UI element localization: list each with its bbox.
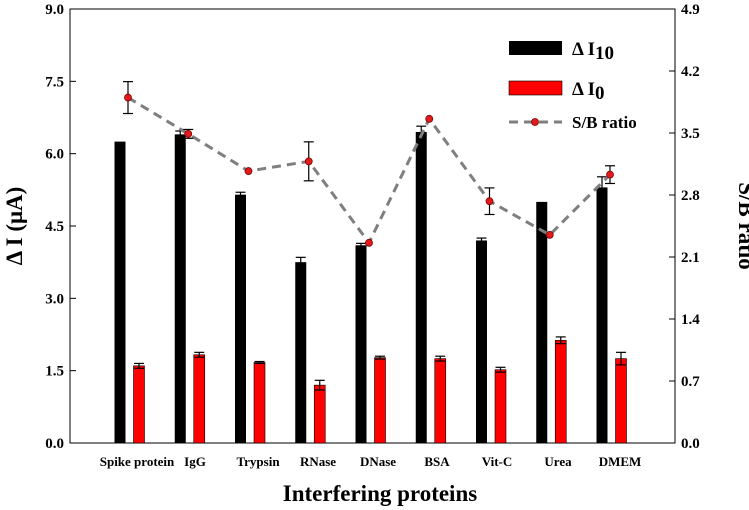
y-right-tick-label-3: 2.1 [681, 250, 700, 266]
x-category-label-1: IgG [184, 454, 206, 469]
y-right-tick-label-7: 4.9 [681, 2, 700, 18]
y-axis-title-right: S/B ratio [734, 182, 749, 270]
bar-delta-i0-5 [434, 358, 447, 444]
x-category-label-6: Vit-C [482, 454, 513, 469]
y-left-tick-label-1: 1.5 [45, 364, 64, 380]
bar-delta-i10-0 [114, 141, 126, 443]
bar-delta-i0-0 [133, 365, 145, 444]
bar-layer [114, 125, 627, 444]
bar-delta-i0-6 [494, 369, 507, 444]
legend-label-delta-i10-subscript: 10 [595, 43, 614, 64]
sb-ratio-point-1 [184, 129, 193, 138]
sb-ratio-point-0 [124, 93, 132, 102]
y-left-tick-label-0: 0.0 [45, 436, 64, 452]
sb-ratio-point-2 [244, 167, 253, 175]
x-category-label-2: Trypsin [236, 454, 280, 469]
plot-frame [69, 8, 676, 444]
bar-delta-i10-4 [355, 245, 367, 443]
y-left-tick-label-3: 4.5 [45, 219, 64, 235]
y-left-tick-label-6: 9.0 [45, 2, 64, 18]
legend-label-delta-i0: Δ I0 [572, 79, 605, 104]
bar-delta-i10-7 [536, 201, 548, 443]
sb-ratio-point-6 [485, 197, 494, 206]
x-axis-title: Interfering proteins [283, 481, 477, 506]
bar-delta-i0-7 [554, 339, 567, 444]
bar-delta-i0-4 [374, 357, 386, 444]
legend-label-delta-i10-main: Δ I [572, 39, 595, 60]
bar-delta-i10-6 [476, 240, 487, 443]
x-category-label-8: DMEM [599, 454, 642, 469]
sb-ratio-point-5 [425, 114, 434, 123]
bar-delta-i10-8 [596, 187, 608, 443]
x-category-label-7: Urea [544, 454, 572, 469]
legend-label-sb-ratio: S/B ratio [572, 113, 637, 132]
x-category-label-4: DNase [360, 454, 396, 469]
y-right-tick-label-0: 0.0 [681, 436, 700, 452]
x-category-label-5: BSA [424, 454, 450, 469]
y-left-tick-label-5: 7.5 [45, 74, 64, 90]
sb-ratio-point-3 [304, 157, 313, 166]
sb-ratio-point-4 [365, 238, 373, 247]
bar-delta-i0-2 [253, 362, 266, 444]
bar-delta-i0-3 [313, 384, 326, 444]
legend-swatch-delta-i0 [508, 80, 563, 96]
legend-label-delta-i10: Δ I10 [572, 39, 614, 64]
axes-layer: 0.0 1.5 3.0 4.5 6.0 7.5 9.0 0.0 0.7 1.4 2.1 2.8 3.5 4… [45, 2, 700, 469]
bar-delta-i0-1 [193, 354, 206, 444]
x-category-label-3: RNase [300, 454, 336, 469]
legend-label-delta-i0-subscript: 0 [595, 83, 605, 104]
sb-ratio-line-layer [123, 81, 615, 247]
y-left-tick-label-2: 3.0 [45, 291, 64, 307]
y-right-tick-label-4: 2.8 [681, 188, 700, 204]
y-right-tick-label-2: 1.4 [681, 312, 700, 328]
bar-delta-i10-5 [415, 131, 427, 443]
legend-swatch-delta-i10 [509, 41, 562, 55]
y-right-tick-label-6: 4.2 [681, 64, 700, 80]
legend-swatch-sb-ratio-marker [531, 118, 539, 126]
bar-delta-i10-3 [295, 262, 307, 443]
y-right-tick-label-1: 0.7 [681, 374, 700, 390]
bar-delta-i10-1 [174, 134, 186, 443]
x-category-label-0: Spike protein [100, 454, 175, 469]
y-axis-title-left: Δ I (μA) [2, 187, 27, 266]
legend-label-delta-i0-main: Δ I [572, 79, 595, 100]
sb-ratio-point-7 [545, 230, 554, 239]
y-left-tick-label-4: 6.0 [45, 147, 64, 163]
sb-ratio-point-8 [606, 170, 614, 179]
y-right-tick-label-5: 3.5 [681, 126, 700, 142]
bar-delta-i10-2 [235, 194, 246, 443]
bar-delta-i0-8 [615, 358, 627, 444]
